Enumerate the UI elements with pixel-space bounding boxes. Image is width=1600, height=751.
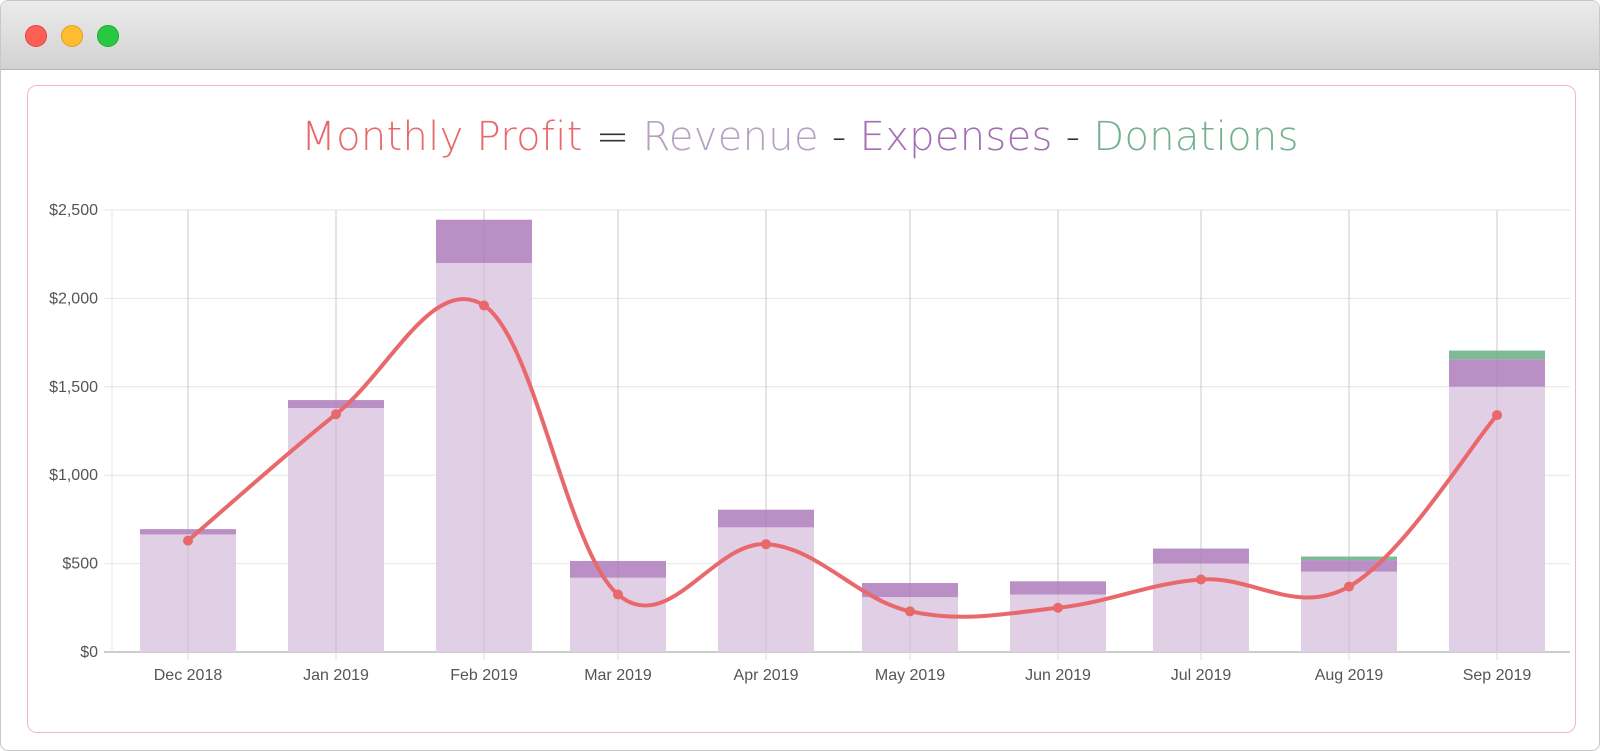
revenue-bar — [862, 597, 958, 652]
profit-point — [183, 535, 193, 546]
expenses-bar — [1010, 581, 1106, 595]
x-tick-label: Dec 2018 — [154, 667, 223, 684]
expenses-bar — [718, 509, 814, 528]
title-minus-2: - — [1052, 114, 1094, 160]
profit-point — [761, 539, 771, 550]
maximize-window-button[interactable] — [97, 25, 119, 47]
donations-bar — [1449, 350, 1545, 360]
x-tick-label: Sep 2019 — [1463, 667, 1532, 684]
expenses-bar — [1153, 548, 1249, 564]
profit-point — [613, 589, 623, 600]
title-revenue: Revenue — [642, 114, 819, 160]
y-tick-label: $2,000 — [49, 290, 98, 307]
title-profit: Monthly Profit — [301, 114, 583, 160]
title-bar — [1, 1, 1599, 70]
profit-line — [186, 297, 1499, 619]
profit-point — [1492, 410, 1502, 421]
x-tick-label: Apr 2019 — [734, 667, 799, 684]
expenses-bar — [436, 219, 532, 264]
x-tick-label: Mar 2019 — [584, 667, 652, 684]
y-tick-label: $1,500 — [49, 379, 98, 396]
profit-point — [479, 300, 489, 311]
expenses-bar — [1301, 560, 1397, 572]
minimize-window-button[interactable] — [61, 25, 83, 47]
y-tick-label: $1,000 — [49, 467, 98, 484]
x-tick-label: Aug 2019 — [1315, 667, 1384, 684]
expenses-bar — [288, 400, 384, 409]
expenses-bar — [570, 560, 666, 578]
expenses-bar — [862, 583, 958, 598]
profit-point — [1196, 574, 1206, 585]
profit-point — [1344, 581, 1354, 592]
y-tick-label: $0 — [80, 644, 98, 661]
expenses-bar — [140, 529, 236, 535]
chart-title: Monthly Profit = Revenue - Expenses - Do… — [0, 114, 1600, 160]
profit-point — [331, 409, 341, 420]
revenue-bar — [1449, 386, 1545, 652]
close-window-button[interactable] — [25, 25, 47, 47]
title-donations: Donations — [1093, 114, 1299, 160]
title-expenses: Expenses — [859, 114, 1053, 160]
x-tick-label: Jan 2019 — [303, 667, 369, 684]
y-tick-label: $2,500 — [49, 202, 98, 219]
x-tick-label: Jul 2019 — [1171, 667, 1232, 684]
title-minus-1: - — [818, 114, 860, 160]
x-tick-label: Feb 2019 — [450, 667, 518, 684]
profit-point — [1053, 602, 1063, 613]
x-tick-label: May 2019 — [875, 667, 945, 684]
revenue-bar — [436, 263, 532, 652]
x-tick-label: Jun 2019 — [1025, 667, 1091, 684]
expenses-bar — [1449, 359, 1545, 387]
y-tick-label: $500 — [62, 556, 98, 573]
revenue-bar — [288, 408, 384, 652]
title-equals: = — [582, 114, 643, 160]
donations-bar — [1301, 556, 1397, 561]
revenue-bar — [140, 534, 236, 652]
profit-point — [905, 606, 915, 617]
